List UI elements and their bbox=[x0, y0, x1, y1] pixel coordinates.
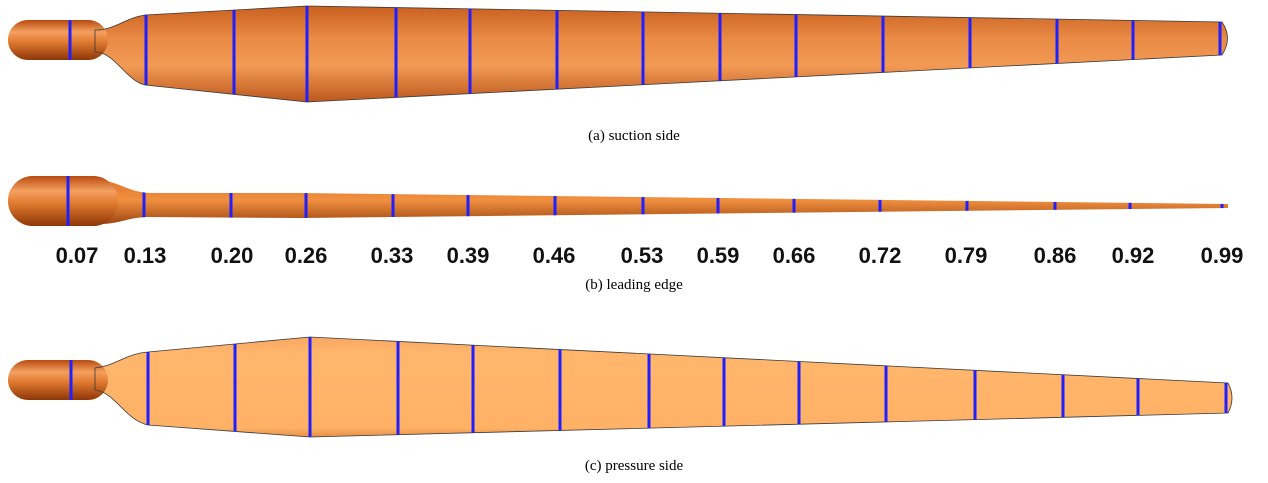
station-label: 0.59 bbox=[697, 243, 740, 268]
blade-pressure bbox=[0, 330, 1268, 445]
blade-suction bbox=[0, 0, 1268, 110]
caption: (c) pressure side bbox=[585, 458, 684, 474]
station-label: 0.72 bbox=[859, 243, 902, 268]
station-label: 0.07 bbox=[56, 243, 99, 268]
caption: (b) leading edge bbox=[585, 277, 683, 293]
station-label: 0.79 bbox=[945, 243, 988, 268]
station-label: 0.13 bbox=[124, 243, 167, 268]
station-label: 0.26 bbox=[285, 243, 328, 268]
station-label: 0.20 bbox=[211, 243, 254, 268]
station-label: 0.86 bbox=[1034, 243, 1077, 268]
station-label: 0.46 bbox=[533, 243, 576, 268]
station-label: 0.39 bbox=[447, 243, 490, 268]
caption: (a) suction side bbox=[588, 128, 680, 144]
figure: (a) suction side (b) leading edge (c) pr… bbox=[0, 0, 1268, 483]
station-label: 0.99 bbox=[1201, 243, 1244, 268]
station-label: 0.53 bbox=[621, 243, 664, 268]
blade-leading-edge bbox=[0, 170, 1268, 230]
station-label: 0.66 bbox=[773, 243, 816, 268]
station-label: 0.92 bbox=[1112, 243, 1155, 268]
station-label: 0.33 bbox=[371, 243, 414, 268]
